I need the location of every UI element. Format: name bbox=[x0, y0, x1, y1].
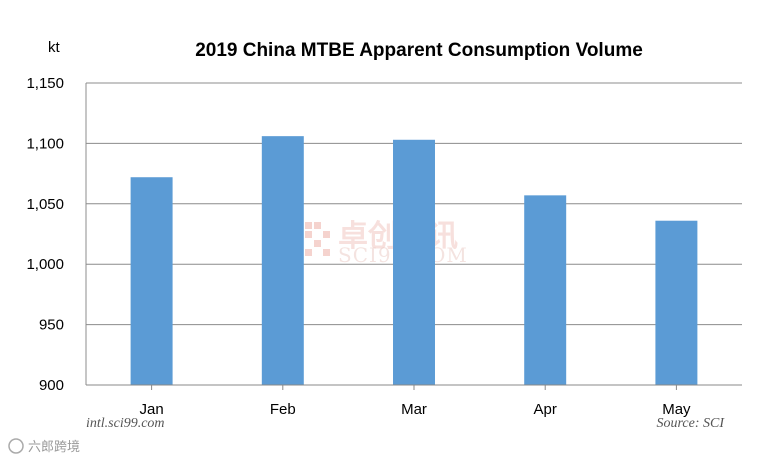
y-tick-label: 900 bbox=[39, 377, 64, 394]
x-tick-label: Jan bbox=[140, 401, 164, 418]
y-axis-ticks: 900 950 1,000 1,050 1,100 1,150 bbox=[26, 75, 64, 394]
x-tick-label: Apr bbox=[534, 401, 557, 418]
y-tick-label: 1,000 bbox=[26, 256, 64, 273]
y-axis-unit: kt bbox=[48, 39, 61, 56]
y-tick-label: 1,050 bbox=[26, 196, 64, 213]
x-tick-label: Feb bbox=[270, 401, 296, 418]
bar-mar bbox=[393, 139, 435, 385]
corner-watermark: 六郎跨境 bbox=[8, 438, 80, 455]
y-tick-label: 1,100 bbox=[26, 135, 64, 152]
watermark: 卓创资讯 SCI99.COM bbox=[305, 219, 467, 267]
chart-title: 2019 China MTBE Apparent Consumption Vol… bbox=[195, 40, 643, 61]
corner-watermark-text: 六郎跨境 bbox=[28, 440, 80, 455]
bar-jan bbox=[130, 177, 173, 385]
left-credit: intl.sci99.com bbox=[86, 416, 165, 431]
bar-feb bbox=[261, 136, 304, 385]
bar-apr bbox=[524, 195, 567, 385]
bar-may bbox=[655, 220, 698, 385]
bars bbox=[130, 136, 698, 385]
watermark-logo-icon bbox=[305, 222, 330, 256]
y-tick-label: 1,150 bbox=[26, 75, 64, 92]
x-tick-label: May bbox=[662, 401, 691, 418]
x-tick-label: Mar bbox=[401, 401, 427, 418]
x-axis-ticks: Jan Feb Mar Apr May bbox=[140, 385, 691, 418]
y-tick-label: 950 bbox=[39, 317, 64, 334]
corner-logo-icon bbox=[8, 438, 24, 454]
source-credit: Source: SCI bbox=[656, 416, 725, 431]
